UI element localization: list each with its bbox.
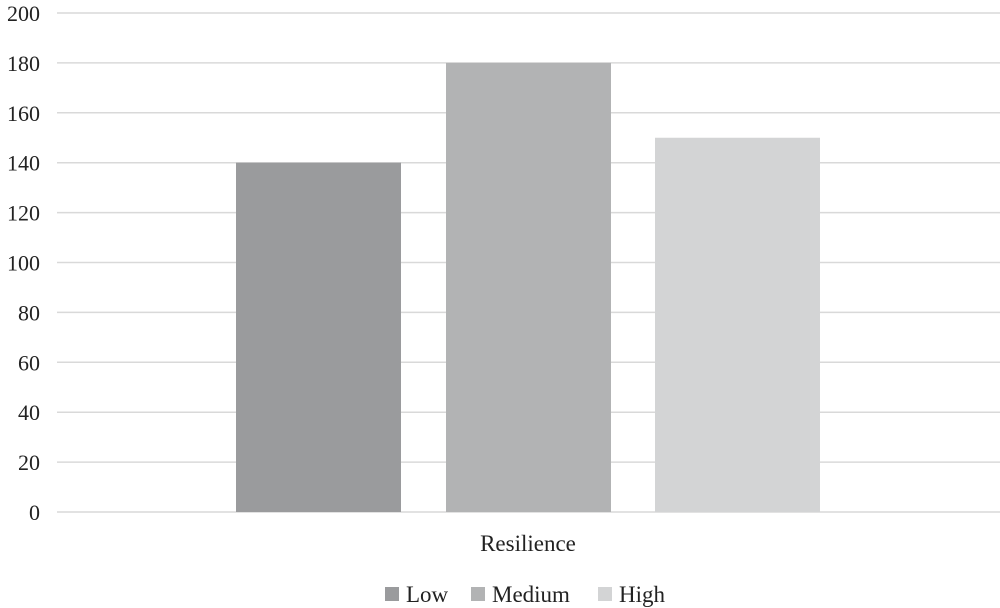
y-tick-label: 140 (7, 151, 40, 176)
y-tick-label: 60 (18, 350, 40, 375)
y-tick-label: 180 (7, 51, 40, 76)
y-tick-label: 80 (18, 300, 40, 325)
legend-label-low: Low (406, 582, 449, 607)
legend-label-medium: Medium (492, 582, 570, 607)
y-tick-label: 200 (7, 1, 40, 26)
legend-label-high: High (619, 582, 666, 607)
legend-swatch-medium (471, 587, 485, 601)
y-tick-label: 20 (18, 450, 40, 475)
bar-high (655, 137, 820, 512)
x-axis-category-labels: Resilience (480, 531, 576, 556)
x-category-label: Resilience (480, 531, 576, 556)
legend-swatch-low (385, 587, 399, 601)
y-axis-tick-labels: 0 20 40 60 80 100 120 140 160 180 200 (7, 1, 40, 525)
bars (236, 62, 820, 513)
legend-swatch-high (598, 587, 612, 601)
bar-medium (446, 62, 611, 513)
bar-low (236, 162, 401, 512)
y-tick-label: 120 (7, 201, 40, 226)
y-tick-label: 0 (29, 500, 40, 525)
y-tick-label: 40 (18, 400, 40, 425)
y-tick-label: 160 (7, 101, 40, 126)
legend: Low Medium High (385, 582, 666, 607)
y-tick-label: 100 (7, 251, 40, 276)
